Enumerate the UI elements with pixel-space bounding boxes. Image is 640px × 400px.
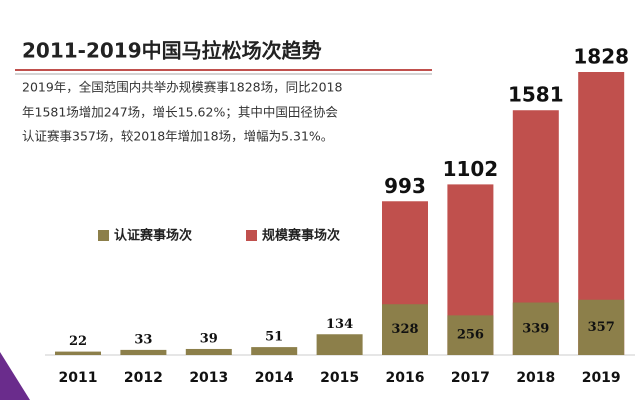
bar: [55, 351, 101, 355]
value-label: 134: [326, 317, 353, 332]
value-label: 33: [134, 332, 152, 347]
x-tick-label: 2015: [320, 370, 359, 386]
x-tick-label: 2012: [124, 370, 163, 386]
bar: [578, 299, 625, 355]
value-label: 357: [588, 320, 615, 335]
bar: [251, 347, 298, 355]
value-label: 339: [522, 321, 549, 336]
bar: [120, 349, 167, 355]
x-tick-label: 2013: [189, 370, 228, 386]
value-label: 39: [200, 331, 218, 346]
bar: [447, 315, 494, 355]
value-label: 22: [69, 334, 87, 349]
annotation: 年1581场增加247场，增长15.62%；其中中国田径协会: [22, 105, 338, 120]
annotation: 2019年，全国范围内共举办规模赛事1828场，同比2018: [22, 80, 342, 95]
chart-title: 2011-2019中国马拉松场次趋势: [22, 39, 322, 63]
value-label: 1828: [573, 45, 629, 69]
x-tick-label: 2017: [451, 370, 490, 386]
x-tick-label: 2018: [516, 370, 555, 386]
bar: [382, 304, 428, 355]
bar: [185, 348, 232, 355]
value-label: 993: [384, 174, 426, 198]
value-label: 328: [391, 322, 418, 337]
value-label: 1102: [443, 157, 499, 181]
legend-label: 规模赛事场次: [262, 228, 340, 244]
annotation: 认证赛事357场，较2018年增加18场，增幅为5.31%。: [22, 129, 333, 144]
bar: [316, 334, 363, 355]
legend-swatch: [246, 230, 257, 241]
legend-swatch: [98, 230, 109, 241]
value-label: 1581: [508, 83, 564, 107]
x-tick-label: 2014: [255, 370, 294, 386]
value-label: 51: [265, 330, 283, 345]
x-tick-label: 2016: [386, 370, 425, 386]
legend-label: 认证赛事场次: [114, 228, 192, 244]
bar: [512, 302, 559, 355]
x-tick-label: 2019: [582, 370, 621, 386]
x-tick-label: 2011: [59, 370, 98, 386]
value-label: 256: [457, 328, 484, 343]
corner-decoration: [0, 352, 30, 400]
